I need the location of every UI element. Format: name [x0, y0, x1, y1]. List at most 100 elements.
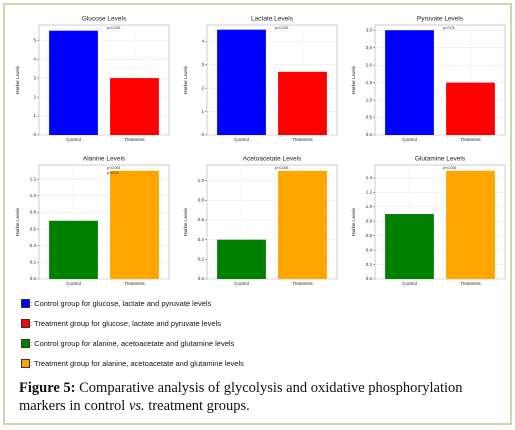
annotation: p<0.01: [443, 26, 455, 30]
x-tick-label: Treatment: [460, 281, 481, 286]
chart-title: Alanine Levels: [83, 156, 126, 163]
legend-swatch: [21, 338, 30, 348]
bar: [385, 30, 434, 135]
bar: [110, 170, 159, 279]
x-tick-label: Treatment: [124, 137, 145, 142]
x-tick-label: Control: [402, 137, 417, 142]
x-tick-label: Control: [66, 281, 81, 286]
x-tick-label: Control: [234, 281, 249, 286]
chart-panel: Pyruvate Levels Marker Levels 0.0 0.5 1.0 1.5…: [351, 16, 506, 142]
chart-title: Pyruvate Levels: [417, 16, 464, 23]
y-tick-label: 0.6: [366, 233, 373, 238]
legend-entry: : Treatment group for glucose, lactate a…: [21, 313, 244, 333]
y-tick-label: 1.4: [366, 175, 373, 180]
y-tick-label: 4: [201, 39, 204, 44]
annotation: p<0.001: [107, 166, 121, 170]
y-tick-label: 0.4: [366, 247, 373, 252]
x-tick-label: Control: [402, 281, 417, 286]
legend-label: : Treatment group for alanine, acetoacet…: [30, 358, 244, 368]
y-tick-label: 2.0: [366, 62, 373, 67]
legend-swatch: [21, 298, 30, 308]
y-tick-label: 0.2: [198, 257, 205, 262]
annotation: p<0.001: [275, 26, 289, 30]
y-tick-label: 0.8: [366, 218, 373, 223]
y-tick-label: 1.0: [366, 204, 373, 209]
legend: : Control group for glucose, lactate and…: [21, 293, 244, 373]
bar: [110, 78, 159, 135]
x-tick-label: Control: [66, 137, 81, 142]
caption-italic: vs.: [128, 398, 145, 414]
y-axis-label: Marker Levels: [15, 207, 20, 236]
annotation: p<0.01: [107, 171, 119, 175]
legend-entry: : Control group for glucose, lactate and…: [21, 293, 244, 313]
legend-entry: : Treatment group for alanine, acetoacet…: [21, 353, 244, 373]
y-tick-label: 0.8: [30, 210, 37, 215]
annotation: p<0.001: [443, 166, 457, 170]
y-tick-label: 0: [201, 132, 204, 137]
legend-swatch: [21, 318, 30, 328]
y-tick-label: 1: [201, 109, 204, 114]
y-tick-label: 2: [201, 85, 204, 90]
legend-label: : Control group for glucose, lactate and…: [30, 298, 212, 308]
bar: [49, 220, 98, 279]
y-tick-label: 0.0: [198, 276, 205, 281]
x-tick-label: Treatment: [124, 281, 145, 286]
x-tick-label: Treatment: [292, 281, 313, 286]
chart-title: Glucose Levels: [82, 16, 127, 23]
legend-label: : Control group for alanine, acetoacetat…: [30, 338, 235, 348]
y-axis-label: Marker Levels: [183, 207, 188, 236]
y-tick-label: 1.5: [366, 80, 373, 85]
y-tick-label: 1.0: [366, 97, 373, 102]
caption-text: Comparative analysis of glycolysis and o…: [19, 380, 463, 414]
caption-label: Figure 5:: [19, 380, 76, 396]
bar: [217, 239, 266, 279]
y-axis-label: Marker Levels: [351, 65, 356, 94]
bar: [278, 170, 327, 279]
annotation: p<0.001: [275, 166, 289, 170]
y-tick-label: 1.2: [30, 176, 37, 181]
y-tick-label: 5: [33, 37, 36, 42]
y-tick-label: 1: [33, 113, 36, 118]
annotation: p<0.001: [107, 26, 121, 30]
legend-swatch: [21, 358, 30, 368]
y-tick-label: 0.2: [366, 262, 373, 267]
y-tick-label: 0.6: [198, 217, 205, 222]
figure-frame: Glucose Levels Marker Levels 0 1 2 3 4 5 Control…: [3, 3, 512, 425]
bar: [49, 30, 98, 136]
x-tick-label: Treatment: [292, 137, 313, 142]
y-tick-label: 1.0: [198, 178, 205, 183]
caption: Figure 5: Comparative analysis of glycol…: [19, 379, 499, 415]
legend-entry: : Control group for alanine, acetoacetat…: [21, 333, 244, 353]
y-tick-label: 2.5: [366, 45, 373, 50]
caption-text: treatment groups.: [148, 398, 250, 414]
y-tick-label: 0.6: [30, 226, 37, 231]
bar: [385, 214, 434, 279]
y-axis-label: Marker Levels: [351, 207, 356, 236]
chart-panel: Acetoacetate Levels Marker Levels 0.0 0.2 0.…: [183, 156, 338, 286]
chart-title: Acetoacetate Levels: [243, 156, 302, 163]
chart-panel: Lactate Levels Marker Levels 0 1 2 3 4 Control T…: [183, 16, 338, 142]
y-tick-label: 3: [33, 75, 36, 80]
y-tick-label: 0.5: [366, 115, 373, 120]
y-tick-label: 0.8: [198, 198, 205, 203]
bar: [446, 82, 495, 135]
y-tick-label: 0: [33, 132, 36, 137]
chart-title: Lactate Levels: [251, 16, 294, 23]
y-tick-label: 0.0: [366, 276, 373, 281]
chart-panel: Alanine Levels Marker Levels 0.0 0.2 0.4 0.6 0…: [15, 156, 170, 286]
y-tick-label: 0.4: [30, 243, 37, 248]
legend-label: : Treatment group for glucose, lactate a…: [30, 318, 221, 328]
y-tick-label: 0.0: [30, 276, 37, 281]
chart-title: Glutamine Levels: [415, 156, 466, 163]
chart-panel: Glucose Levels Marker Levels 0 1 2 3 4 5 Control…: [15, 16, 170, 142]
y-tick-label: 0.0: [366, 132, 373, 137]
x-tick-label: Treatment: [460, 137, 481, 142]
y-tick-label: 3: [201, 62, 204, 67]
x-tick-label: Control: [234, 137, 249, 142]
y-tick-label: 1.2: [366, 190, 373, 195]
bar: [278, 71, 327, 135]
y-tick-label: 2: [33, 94, 36, 99]
y-tick-label: 4: [33, 56, 36, 61]
y-tick-label: 0.2: [30, 260, 37, 265]
chart-panel: Glutamine Levels Marker Levels 0.0 0.2 0.4 0.…: [351, 156, 506, 286]
